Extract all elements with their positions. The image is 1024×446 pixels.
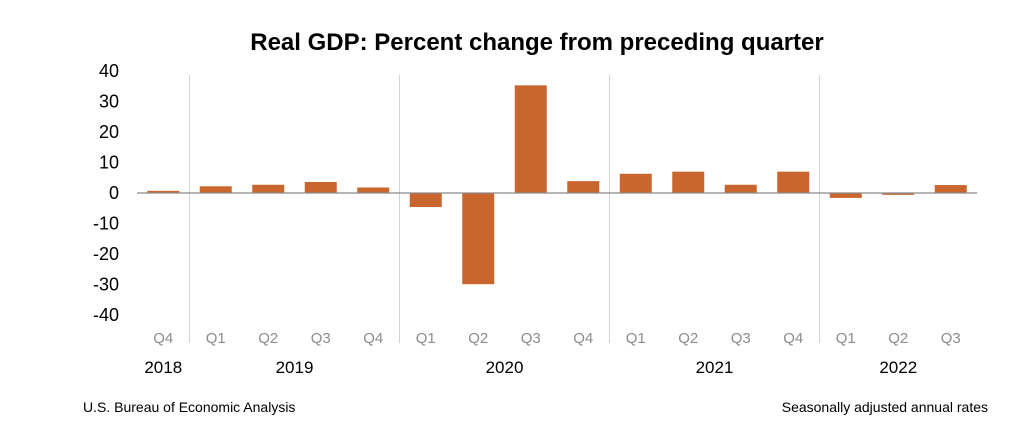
y-tick-label: -30 bbox=[93, 275, 119, 295]
quarter-tick-label: Q4 bbox=[363, 330, 383, 347]
y-axis-ticks: 40 30 20 10 0 -10 -20 -30 -40 bbox=[93, 61, 119, 325]
year-label: 2021 bbox=[696, 358, 734, 377]
bar bbox=[672, 171, 705, 193]
y-tick-label: 10 bbox=[99, 153, 119, 173]
y-tick-label: 40 bbox=[99, 61, 119, 81]
quarter-tick-label: Q2 bbox=[678, 330, 698, 347]
quarter-tick-label: Q4 bbox=[153, 330, 173, 347]
year-separators bbox=[189, 75, 820, 343]
quarter-tick-label: Q3 bbox=[941, 330, 961, 347]
year-label: 2019 bbox=[276, 358, 314, 377]
bar bbox=[829, 193, 862, 198]
bar bbox=[409, 193, 442, 208]
bar bbox=[882, 193, 915, 195]
quarter-tick-label: Q2 bbox=[468, 330, 488, 347]
bar bbox=[357, 187, 390, 193]
bar bbox=[199, 186, 232, 193]
quarter-tick-label: Q3 bbox=[521, 330, 541, 347]
chart-title: Real GDP: Percent change from preceding … bbox=[250, 29, 823, 56]
rates-note: Seasonally adjusted annual rates bbox=[782, 399, 988, 415]
source-note: U.S. Bureau of Economic Analysis bbox=[83, 399, 295, 415]
bar bbox=[934, 185, 967, 193]
year-label: 2022 bbox=[879, 358, 917, 377]
y-tick-label: -20 bbox=[93, 244, 119, 264]
quarter-tick-label: Q1 bbox=[416, 330, 436, 347]
y-tick-label: 30 bbox=[99, 92, 119, 112]
quarter-tick-label: Q2 bbox=[888, 330, 908, 347]
bar bbox=[462, 193, 495, 285]
year-label: 2020 bbox=[486, 358, 524, 377]
y-tick-label: 20 bbox=[99, 122, 119, 142]
quarter-tick-label: Q1 bbox=[836, 330, 856, 347]
y-tick-label: -10 bbox=[93, 214, 119, 234]
y-tick-label: -40 bbox=[93, 305, 119, 325]
quarter-tick-label: Q3 bbox=[311, 330, 331, 347]
bar bbox=[724, 184, 757, 193]
year-label: 2018 bbox=[144, 358, 182, 377]
year-labels: 2018 2019 2020 2021 2022 bbox=[144, 358, 917, 377]
bar bbox=[619, 173, 652, 193]
quarter-tick-label: Q3 bbox=[731, 330, 751, 347]
bar bbox=[514, 85, 547, 193]
bar bbox=[567, 181, 600, 193]
y-tick-label: 0 bbox=[109, 183, 119, 203]
quarter-tick-label: Q2 bbox=[258, 330, 278, 347]
bar bbox=[147, 190, 180, 193]
bar bbox=[777, 171, 810, 193]
quarter-tick-label: Q1 bbox=[206, 330, 226, 347]
bars-group bbox=[147, 85, 967, 285]
bar bbox=[304, 182, 337, 193]
quarter-tick-label: Q1 bbox=[626, 330, 646, 347]
bar bbox=[252, 184, 285, 193]
quarter-tick-label: Q4 bbox=[783, 330, 803, 347]
quarter-tick-label: Q4 bbox=[573, 330, 593, 347]
quarter-ticks: Q4 Q1 Q2 Q3 Q4 Q1 Q2 Q3 Q4 Q1 Q2 Q3 Q4 Q1 Q2 Q3 bbox=[153, 330, 961, 347]
